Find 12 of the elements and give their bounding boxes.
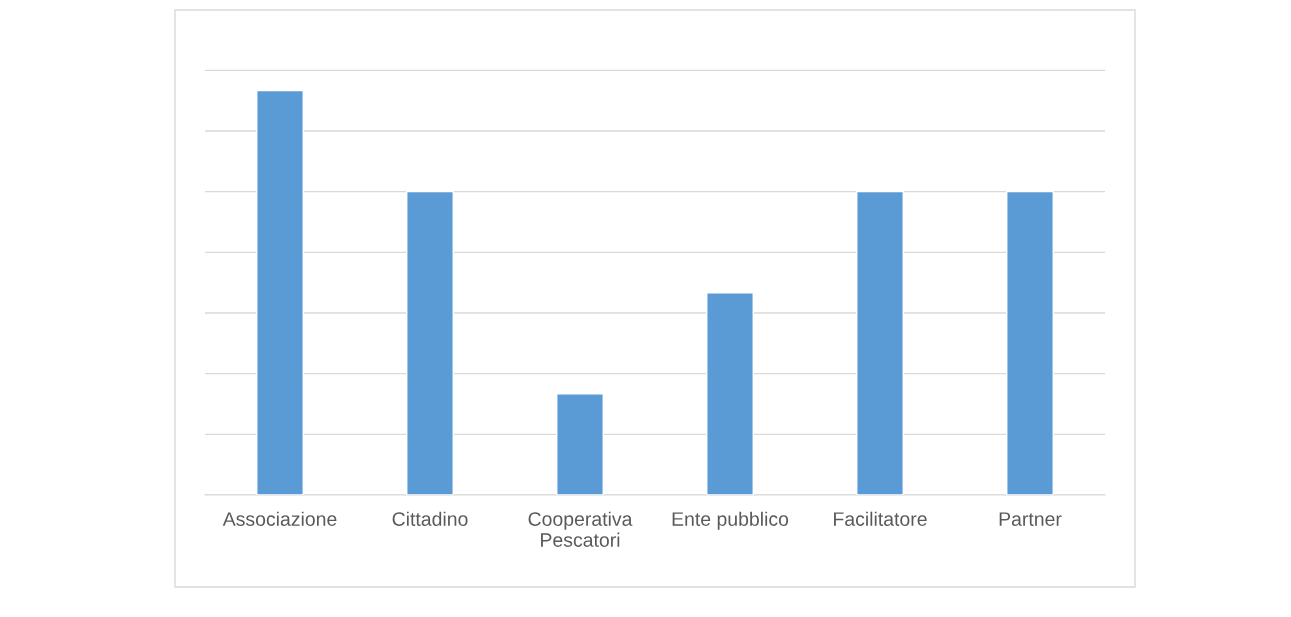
bar xyxy=(256,89,304,495)
x-tick-label: Partner xyxy=(999,512,1062,526)
x-tick-label: Associazione xyxy=(222,511,337,526)
x-tick-label: Ente pubblico xyxy=(672,511,789,530)
x-tick-label: Facilitatore xyxy=(834,511,927,526)
bar xyxy=(406,190,454,495)
bar xyxy=(1006,190,1054,495)
bar xyxy=(856,190,904,495)
x-tick-label: Cittadino xyxy=(392,511,468,526)
bar xyxy=(706,292,754,495)
x-tick-label: Cooperativa Pescatori xyxy=(528,511,633,547)
bar xyxy=(556,393,604,495)
